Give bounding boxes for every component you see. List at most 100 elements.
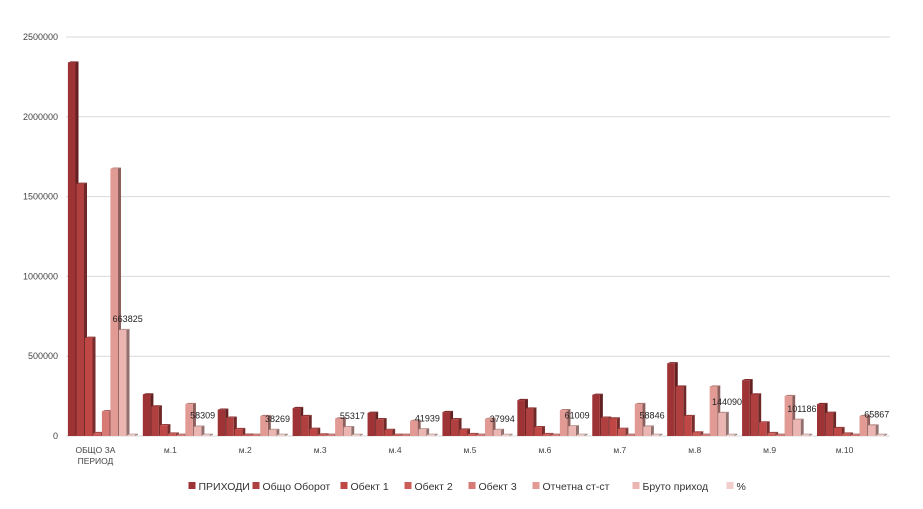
legend-item: Обект 1	[340, 481, 389, 493]
bar-top	[675, 385, 687, 387]
bar-top	[750, 393, 762, 395]
bar-front	[193, 426, 202, 436]
bar-top	[101, 410, 113, 412]
bar-side	[734, 433, 738, 436]
bar-front	[459, 429, 468, 436]
bar-front	[118, 330, 127, 436]
bar-side	[725, 411, 729, 436]
bar	[467, 432, 479, 436]
bar-front	[335, 418, 343, 436]
bar-side	[659, 433, 663, 436]
bar-front	[742, 380, 750, 436]
bar-side	[575, 425, 579, 436]
bar-front	[718, 413, 726, 436]
x-tick-label: м.6	[538, 445, 551, 455]
bar-front	[850, 434, 859, 436]
bar-top	[84, 336, 96, 338]
bar-front	[151, 406, 159, 436]
x-tick-label: м.3	[314, 445, 327, 455]
x-tick-label: м.7	[613, 445, 626, 455]
bar	[268, 428, 280, 436]
bar-top	[484, 417, 496, 419]
bar-side	[875, 424, 879, 436]
legend-item: Обект 3	[468, 481, 517, 493]
bar-front	[326, 434, 335, 436]
bar-front	[784, 396, 793, 436]
bar-top	[335, 417, 346, 419]
bar-top	[651, 433, 663, 435]
data-label: 61009	[565, 410, 590, 420]
bar-side	[434, 433, 438, 436]
bar-top	[176, 433, 188, 435]
bar-top	[151, 405, 162, 407]
bar-top	[260, 414, 271, 417]
bar-side	[625, 427, 629, 436]
data-label: 37994	[490, 414, 515, 424]
bar-front	[551, 434, 559, 436]
bar-side	[691, 414, 695, 436]
bar-top	[67, 61, 79, 63]
bar-front	[384, 429, 393, 436]
legend-item: Бруто приход	[632, 481, 709, 493]
bar-top	[776, 433, 787, 435]
bar-top	[193, 425, 205, 427]
x-tick-label: м.4	[389, 445, 402, 455]
bar-front	[251, 434, 260, 436]
x-axis: ОБЩО ЗА ПЕРИОД м.1 м.2 м.3 м.4 м.5 м.6 м.7 м.8 м.9…	[75, 445, 853, 466]
bar-front	[159, 425, 168, 436]
y-tick-label: 0	[53, 431, 58, 441]
bar-front	[352, 434, 360, 436]
bar	[84, 336, 96, 436]
y-tick-label: 2000000	[23, 112, 58, 122]
bar-top	[343, 425, 355, 428]
x-tick-label: м.2	[239, 445, 252, 455]
bar-top	[634, 402, 646, 405]
bar-top	[617, 427, 629, 429]
bar-front	[318, 434, 326, 436]
bar-top	[442, 410, 454, 413]
x-tick-label-line: ПЕРИОД	[78, 456, 114, 466]
bar-top	[726, 433, 738, 435]
bar-top	[559, 408, 571, 411]
bar	[427, 433, 438, 436]
bar-front	[76, 183, 85, 436]
bar-top	[576, 433, 588, 435]
bar-front	[410, 420, 418, 436]
bar-front	[343, 427, 352, 436]
bar-side	[809, 433, 813, 436]
bar-front	[684, 416, 692, 436]
bar	[534, 426, 545, 436]
bar-front	[268, 429, 277, 436]
bar-front	[309, 428, 318, 436]
bars	[67, 61, 888, 437]
legend-label: Бруто приход	[643, 481, 709, 493]
legend-swatch	[404, 482, 412, 489]
bar-front	[576, 434, 585, 436]
bar-front	[793, 419, 801, 436]
bar-front	[226, 417, 234, 436]
bar-front	[626, 434, 634, 436]
bar	[759, 421, 770, 436]
y-tick-label: 1500000	[23, 192, 58, 202]
bar-top	[450, 418, 462, 420]
bar-front	[176, 434, 185, 436]
bar-top	[709, 385, 721, 387]
bar-side	[541, 426, 545, 436]
legend-label: Обект 3	[479, 481, 517, 493]
bar-top	[825, 411, 837, 413]
bar-top	[127, 433, 139, 435]
bar-side	[167, 423, 171, 436]
bar-top	[93, 431, 105, 434]
bar-side	[884, 433, 888, 436]
bar	[692, 431, 704, 436]
bar	[559, 408, 571, 436]
data-label: 65867	[864, 409, 889, 419]
bar-top	[376, 418, 387, 420]
bar-front	[726, 434, 735, 436]
bar-front	[67, 62, 76, 436]
bar-top	[418, 428, 430, 430]
bar-top	[867, 424, 879, 426]
bar	[418, 428, 430, 436]
bar-front	[517, 400, 525, 436]
bar-side	[284, 433, 288, 436]
